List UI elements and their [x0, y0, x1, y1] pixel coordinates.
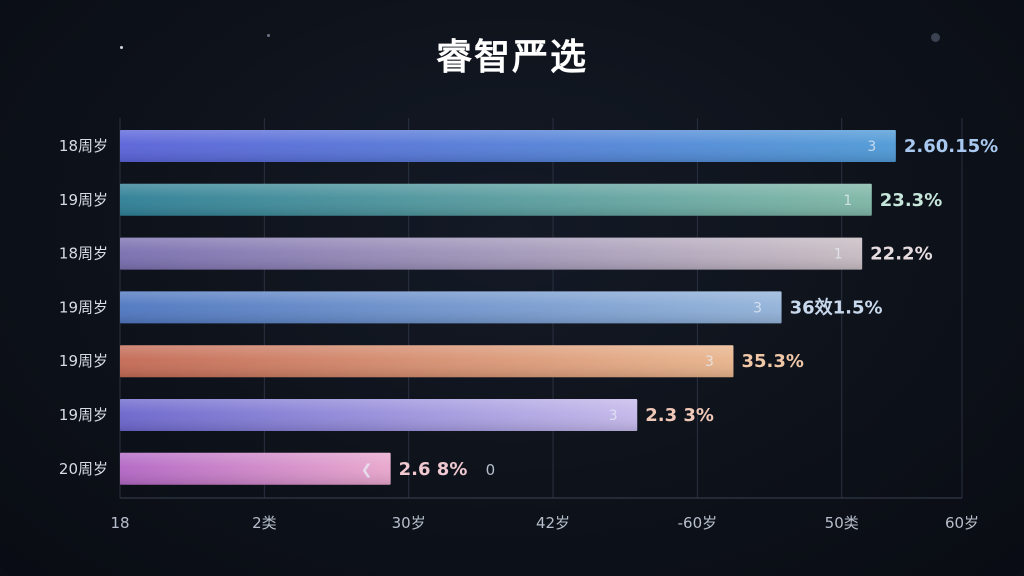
bar-inner-label: ❮ [361, 462, 373, 478]
bar-sheen [120, 291, 782, 324]
row-label: 19周岁 [59, 191, 108, 209]
bar-value-label: 2.60.15% [904, 136, 998, 157]
bar-inner-label: 3 [705, 354, 714, 370]
bar-value-label: 35.3% [741, 351, 803, 372]
bar-value-label: 2.6 8% [399, 459, 468, 480]
bar-inner-label: 3 [867, 139, 876, 155]
x-tick-label: 42岁 [536, 514, 570, 532]
bar-sheen [120, 183, 872, 216]
x-tick-label: 60岁 [945, 514, 979, 532]
bar-trailing-label: 0 [486, 461, 496, 479]
x-tick-label: 18 [110, 514, 129, 532]
row-label: 20周岁 [59, 460, 108, 478]
bar-inner-label: 3 [753, 300, 762, 316]
chart-title: 睿智严选 [435, 37, 588, 78]
bar-value-label: 23.3% [880, 190, 942, 211]
bar-value-label: 2.3 3% [645, 405, 714, 426]
x-tick-label: -60岁 [678, 514, 718, 532]
x-tick-label: 50类 [825, 514, 859, 532]
bar-inner-label: 1 [834, 247, 843, 263]
bar-inner-label: 3 [609, 408, 618, 424]
bar-sheen [120, 452, 391, 485]
bar-sheen [120, 399, 638, 431]
bar-sheen [120, 130, 896, 162]
row-label: 19周岁 [59, 298, 108, 316]
x-tick-label: 30岁 [392, 514, 426, 532]
decor-dot [267, 34, 270, 37]
decor-dot [931, 33, 940, 42]
bar-value-label: 36效1.5% [790, 296, 883, 318]
x-tick-label: 2类 [252, 514, 277, 532]
bar-value-label: 22.2% [870, 244, 932, 265]
row-label: 18周岁 [59, 137, 108, 155]
decor-dot [120, 46, 123, 49]
row-label: 18周岁 [59, 245, 108, 263]
bar-inner-label: 1 [843, 193, 852, 209]
row-label: 19周岁 [59, 406, 108, 424]
bar-sheen [120, 345, 734, 378]
row-label: 19周岁 [59, 352, 108, 370]
bar-sheen [120, 237, 863, 270]
